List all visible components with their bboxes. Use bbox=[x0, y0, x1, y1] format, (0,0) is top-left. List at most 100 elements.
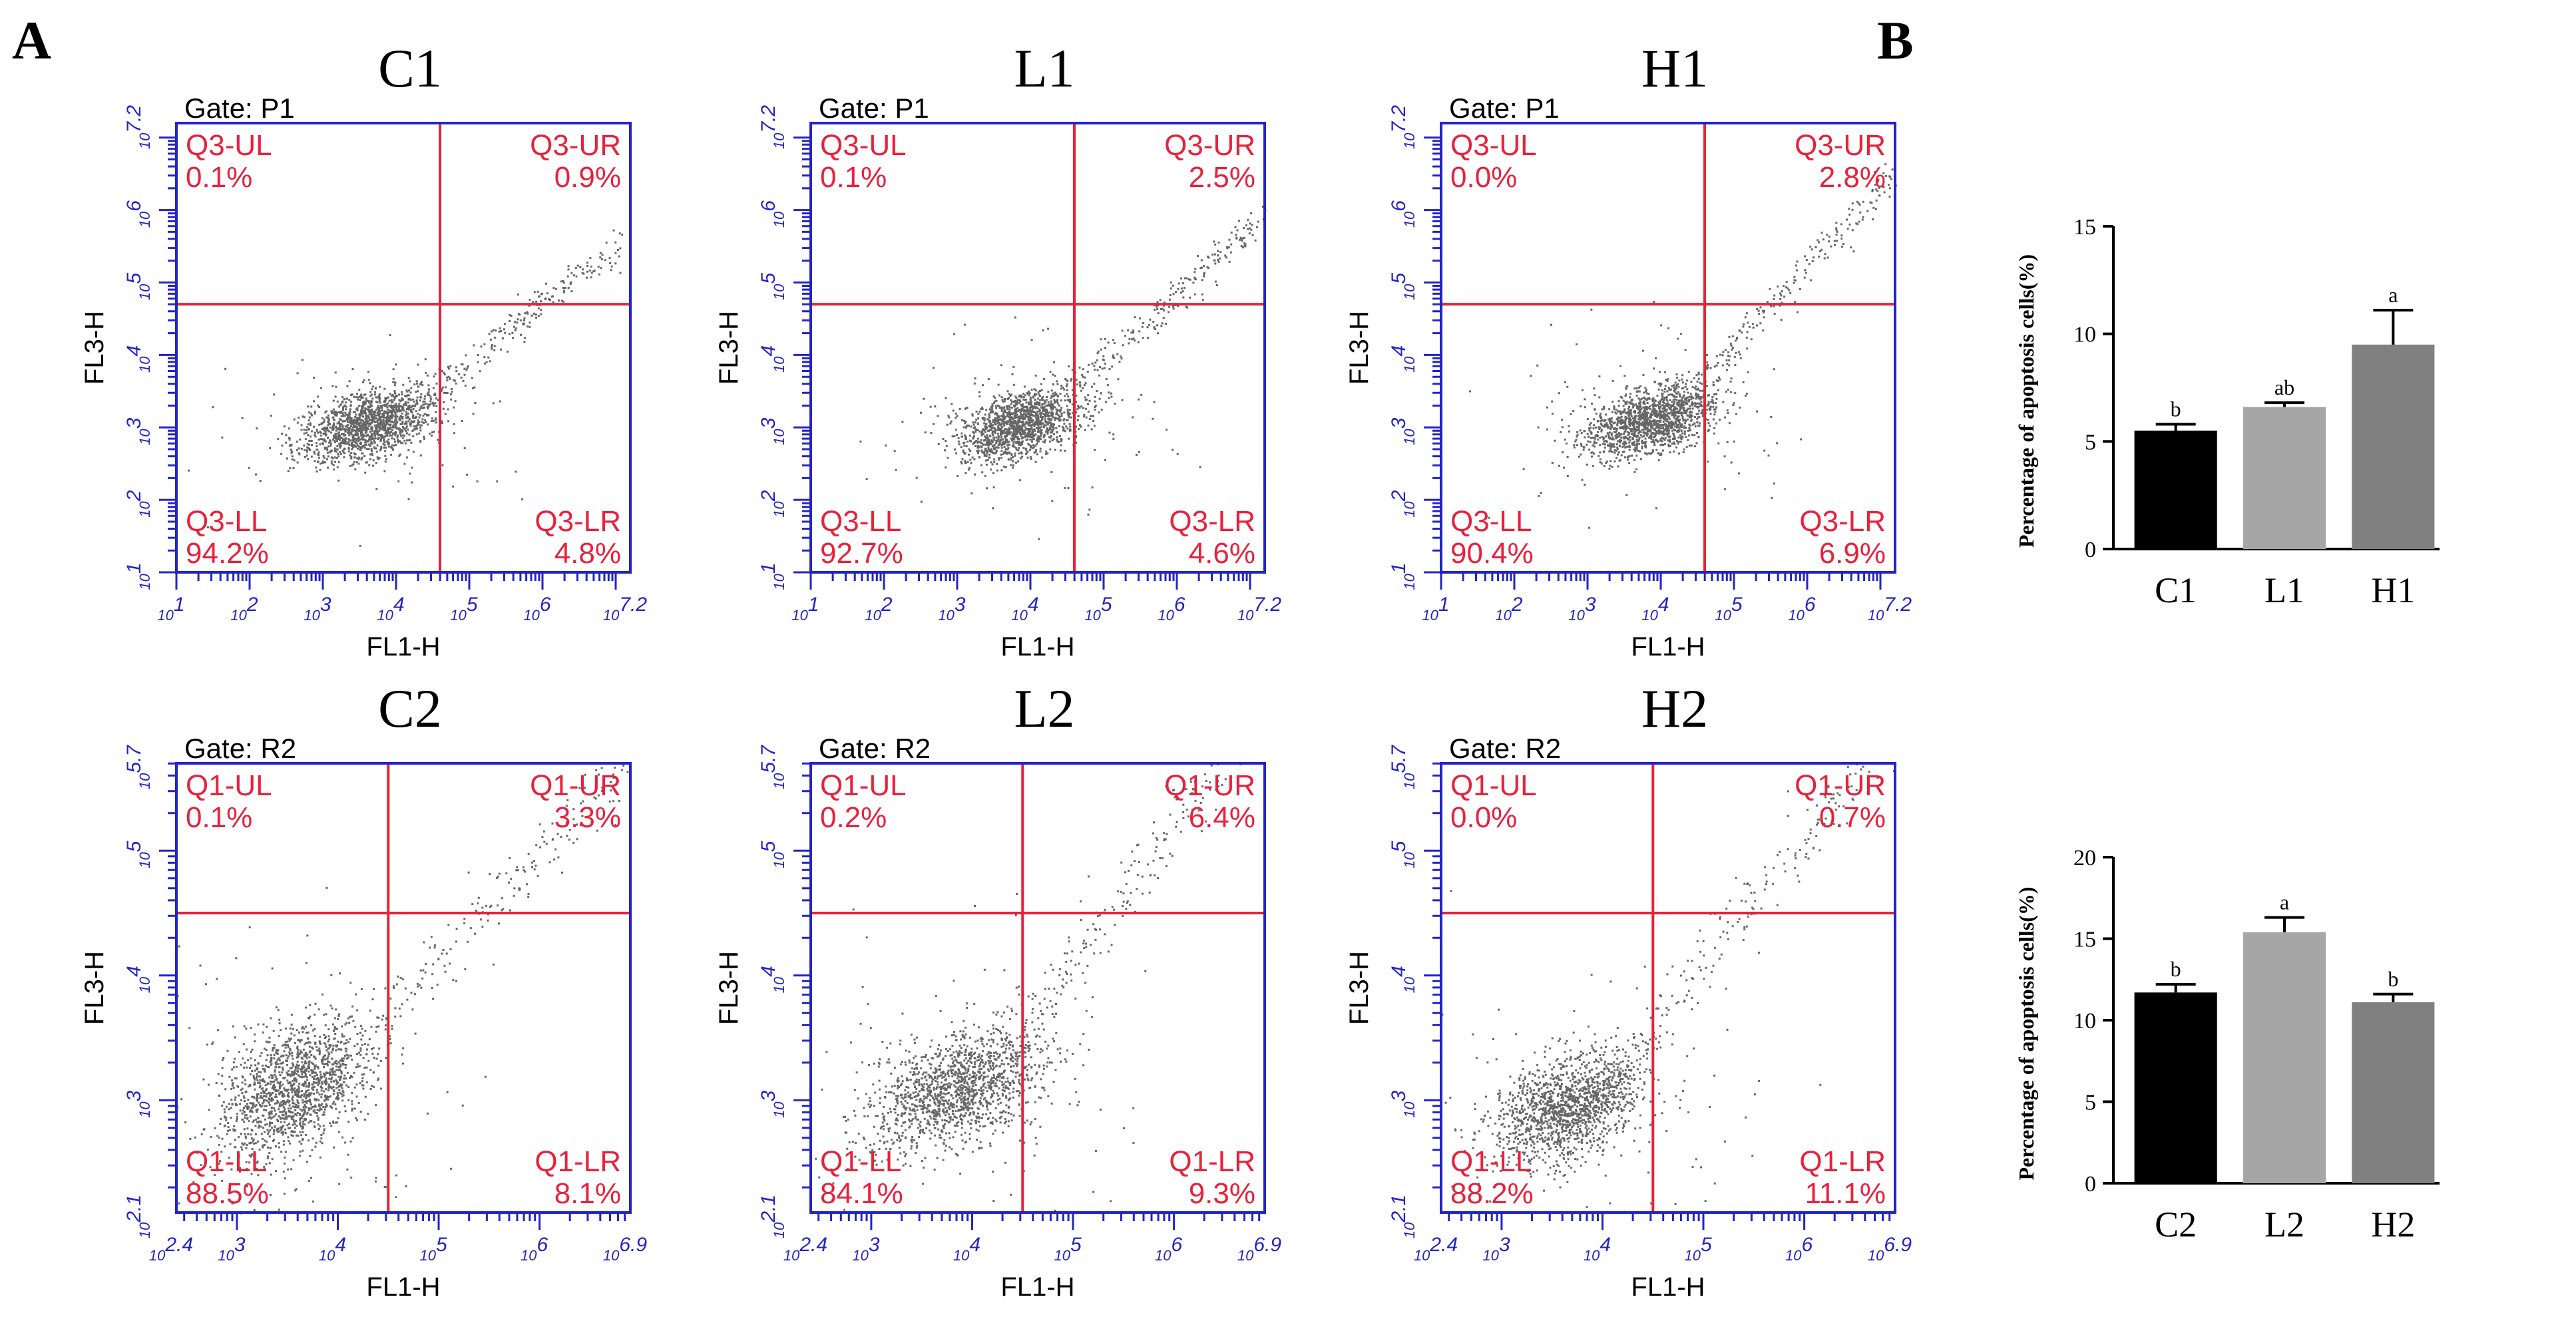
y-tick-label: 0 bbox=[2085, 1172, 2096, 1197]
x-tick-label-1: 101 bbox=[157, 594, 184, 624]
y-tick-label-3: 103 bbox=[757, 417, 787, 445]
quadrant-value-q3-ul: 0.1% bbox=[186, 161, 252, 194]
plot-title: L2 bbox=[1014, 678, 1074, 739]
y-axis-label: FL3-H bbox=[1345, 311, 1374, 385]
category-label-h1: H1 bbox=[2371, 570, 2415, 610]
x-tick-label-5: 105 bbox=[1084, 594, 1112, 624]
gate-label: Gate: R2 bbox=[1449, 733, 1561, 764]
bar-chart-1: 0 5 10 15 Percentage of apoptosis cells(%) b C… bbox=[2014, 215, 2440, 610]
quadrant-name-q1-ul: Q1-UL bbox=[1450, 769, 1537, 802]
y-tick-label-5.7: 105.7 bbox=[757, 745, 787, 790]
quadrant-value-q1-ur: 3.3% bbox=[554, 801, 621, 834]
x-tick-label-7.2: 107.2 bbox=[1868, 594, 1912, 624]
significance-letter-h2: b bbox=[2388, 967, 2398, 991]
bar-chart-2: 0 5 10 15 20 Percentage of apoptosis cells(%)… bbox=[2014, 846, 2440, 1244]
x-tick-label-5: 105 bbox=[1715, 594, 1742, 624]
x-tick-label-4: 104 bbox=[1641, 594, 1669, 624]
panel-label-b: B bbox=[1877, 10, 1914, 71]
y-tick-label-4: 104 bbox=[123, 966, 153, 993]
x-tick-label-6.9: 106.9 bbox=[1237, 1234, 1282, 1264]
axis-ticks bbox=[159, 136, 617, 590]
quadrant-value-q1-lr: 11.1% bbox=[1805, 1177, 1886, 1210]
quadrant-name-q1-ur: Q1-UR bbox=[1164, 769, 1255, 802]
y-tick-label-3: 103 bbox=[1388, 417, 1418, 445]
axis-ticks bbox=[1424, 136, 1882, 590]
x-tick-label-7.2: 107.2 bbox=[1237, 594, 1282, 624]
x-axis-label: FL1-H bbox=[1631, 632, 1705, 661]
quadrant-name-q3-ul: Q3-UL bbox=[820, 129, 907, 162]
y-tick-label-3: 103 bbox=[123, 417, 153, 445]
quadrant-value-q1-ul: 0.1% bbox=[186, 801, 252, 834]
y-tick-label-1: 101 bbox=[123, 562, 153, 590]
x-tick-label-2.4: 102.4 bbox=[1414, 1234, 1458, 1264]
x-tick-label-1: 101 bbox=[1422, 594, 1449, 624]
gate-label: Gate: P1 bbox=[819, 93, 929, 124]
category-label-l2: L2 bbox=[2264, 1205, 2304, 1244]
quadrant-name-q1-lr: Q1-LR bbox=[1169, 1145, 1255, 1178]
scatter-points bbox=[815, 763, 1242, 1212]
bar-l2 bbox=[2243, 932, 2326, 1183]
quadrant-value-q1-ll: 88.2% bbox=[1450, 1177, 1534, 1210]
y-tick-label-7.2: 107.2 bbox=[1388, 105, 1418, 150]
plot-title: L1 bbox=[1014, 38, 1074, 98]
quadrant-name-q1-ul: Q1-UL bbox=[186, 769, 272, 802]
category-label-h2: H2 bbox=[2371, 1205, 2415, 1244]
y-tick-label-4: 104 bbox=[123, 345, 153, 373]
x-tick-label-4: 104 bbox=[1011, 594, 1038, 624]
y-tick-label: 5 bbox=[2085, 430, 2096, 455]
x-tick-label-3: 103 bbox=[852, 1234, 879, 1264]
y-tick-label-4: 104 bbox=[1388, 966, 1418, 993]
x-tick-label-3: 103 bbox=[304, 594, 331, 624]
axis-ticks bbox=[793, 136, 1251, 590]
y-tick-label-3: 103 bbox=[1388, 1090, 1418, 1117]
scatter-points bbox=[1469, 163, 1897, 529]
y-tick-label-4: 104 bbox=[757, 966, 787, 993]
x-tick-label-5: 105 bbox=[419, 1234, 447, 1264]
x-tick-label-4: 104 bbox=[377, 594, 404, 624]
y-tick-label-6: 106 bbox=[1388, 200, 1418, 228]
x-tick-label-3: 103 bbox=[1568, 594, 1596, 624]
x-tick-label-6: 106 bbox=[1788, 594, 1815, 624]
plot-frame bbox=[809, 122, 1266, 574]
significance-letter-c1: b bbox=[2171, 397, 2181, 421]
x-tick-label-2.4: 102.4 bbox=[783, 1234, 827, 1264]
y-tick-label-7.2: 107.2 bbox=[123, 105, 153, 150]
significance-letter-c2: b bbox=[2171, 957, 2181, 981]
bar-c1 bbox=[2134, 431, 2217, 549]
plot-frame bbox=[1440, 122, 1896, 574]
x-tick-label-6: 106 bbox=[523, 594, 550, 624]
x-tick-label-4: 104 bbox=[953, 1234, 980, 1264]
category-label-c1: C1 bbox=[2155, 570, 2197, 610]
y-tick-label-5.7: 105.7 bbox=[1388, 745, 1418, 790]
quadrant-name-q3-ul: Q3-UL bbox=[1450, 129, 1537, 162]
y-tick-label-5: 105 bbox=[1388, 273, 1418, 300]
significance-letter-h1: a bbox=[2388, 283, 2398, 307]
quadrant-value-q1-ul: 0.0% bbox=[1450, 801, 1517, 834]
scatter-points bbox=[176, 765, 632, 1215]
plot-frame bbox=[175, 122, 632, 574]
quadrant-value-q3-lr: 6.9% bbox=[1819, 537, 1886, 570]
gate-label: Gate: R2 bbox=[819, 733, 931, 764]
quadrant-value-q3-ll: 92.7% bbox=[820, 537, 903, 570]
significance-letter-l2: a bbox=[2280, 890, 2289, 914]
x-tick-label-4: 104 bbox=[1584, 1234, 1611, 1264]
x-tick-label-3: 103 bbox=[938, 594, 965, 624]
y-tick-label: 15 bbox=[2073, 928, 2096, 952]
x-tick-label-6: 106 bbox=[1155, 1234, 1182, 1264]
quadrant-value-q1-lr: 8.1% bbox=[554, 1177, 621, 1210]
y-axis-label: Percentage of apoptosis cells(%) bbox=[2014, 254, 2038, 548]
quadrant-value-q1-ll: 84.1% bbox=[820, 1177, 903, 1210]
quadrant-value-q3-ul: 0.1% bbox=[820, 161, 887, 194]
y-axis-label: FL3-H bbox=[80, 951, 109, 1025]
panel-label-a: A bbox=[12, 10, 51, 71]
quadrant-name-q3-ll: Q3-LL bbox=[1450, 505, 1532, 538]
quadrant-value-q1-ur: 0.7% bbox=[1819, 801, 1886, 834]
quadrant-value-q1-lr: 9.3% bbox=[1189, 1177, 1255, 1210]
quadrant-name-q3-lr: Q3-LR bbox=[1799, 505, 1886, 538]
x-axis-label: FL1-H bbox=[366, 632, 440, 661]
y-tick-label-2.1: 102.1 bbox=[757, 1195, 787, 1238]
